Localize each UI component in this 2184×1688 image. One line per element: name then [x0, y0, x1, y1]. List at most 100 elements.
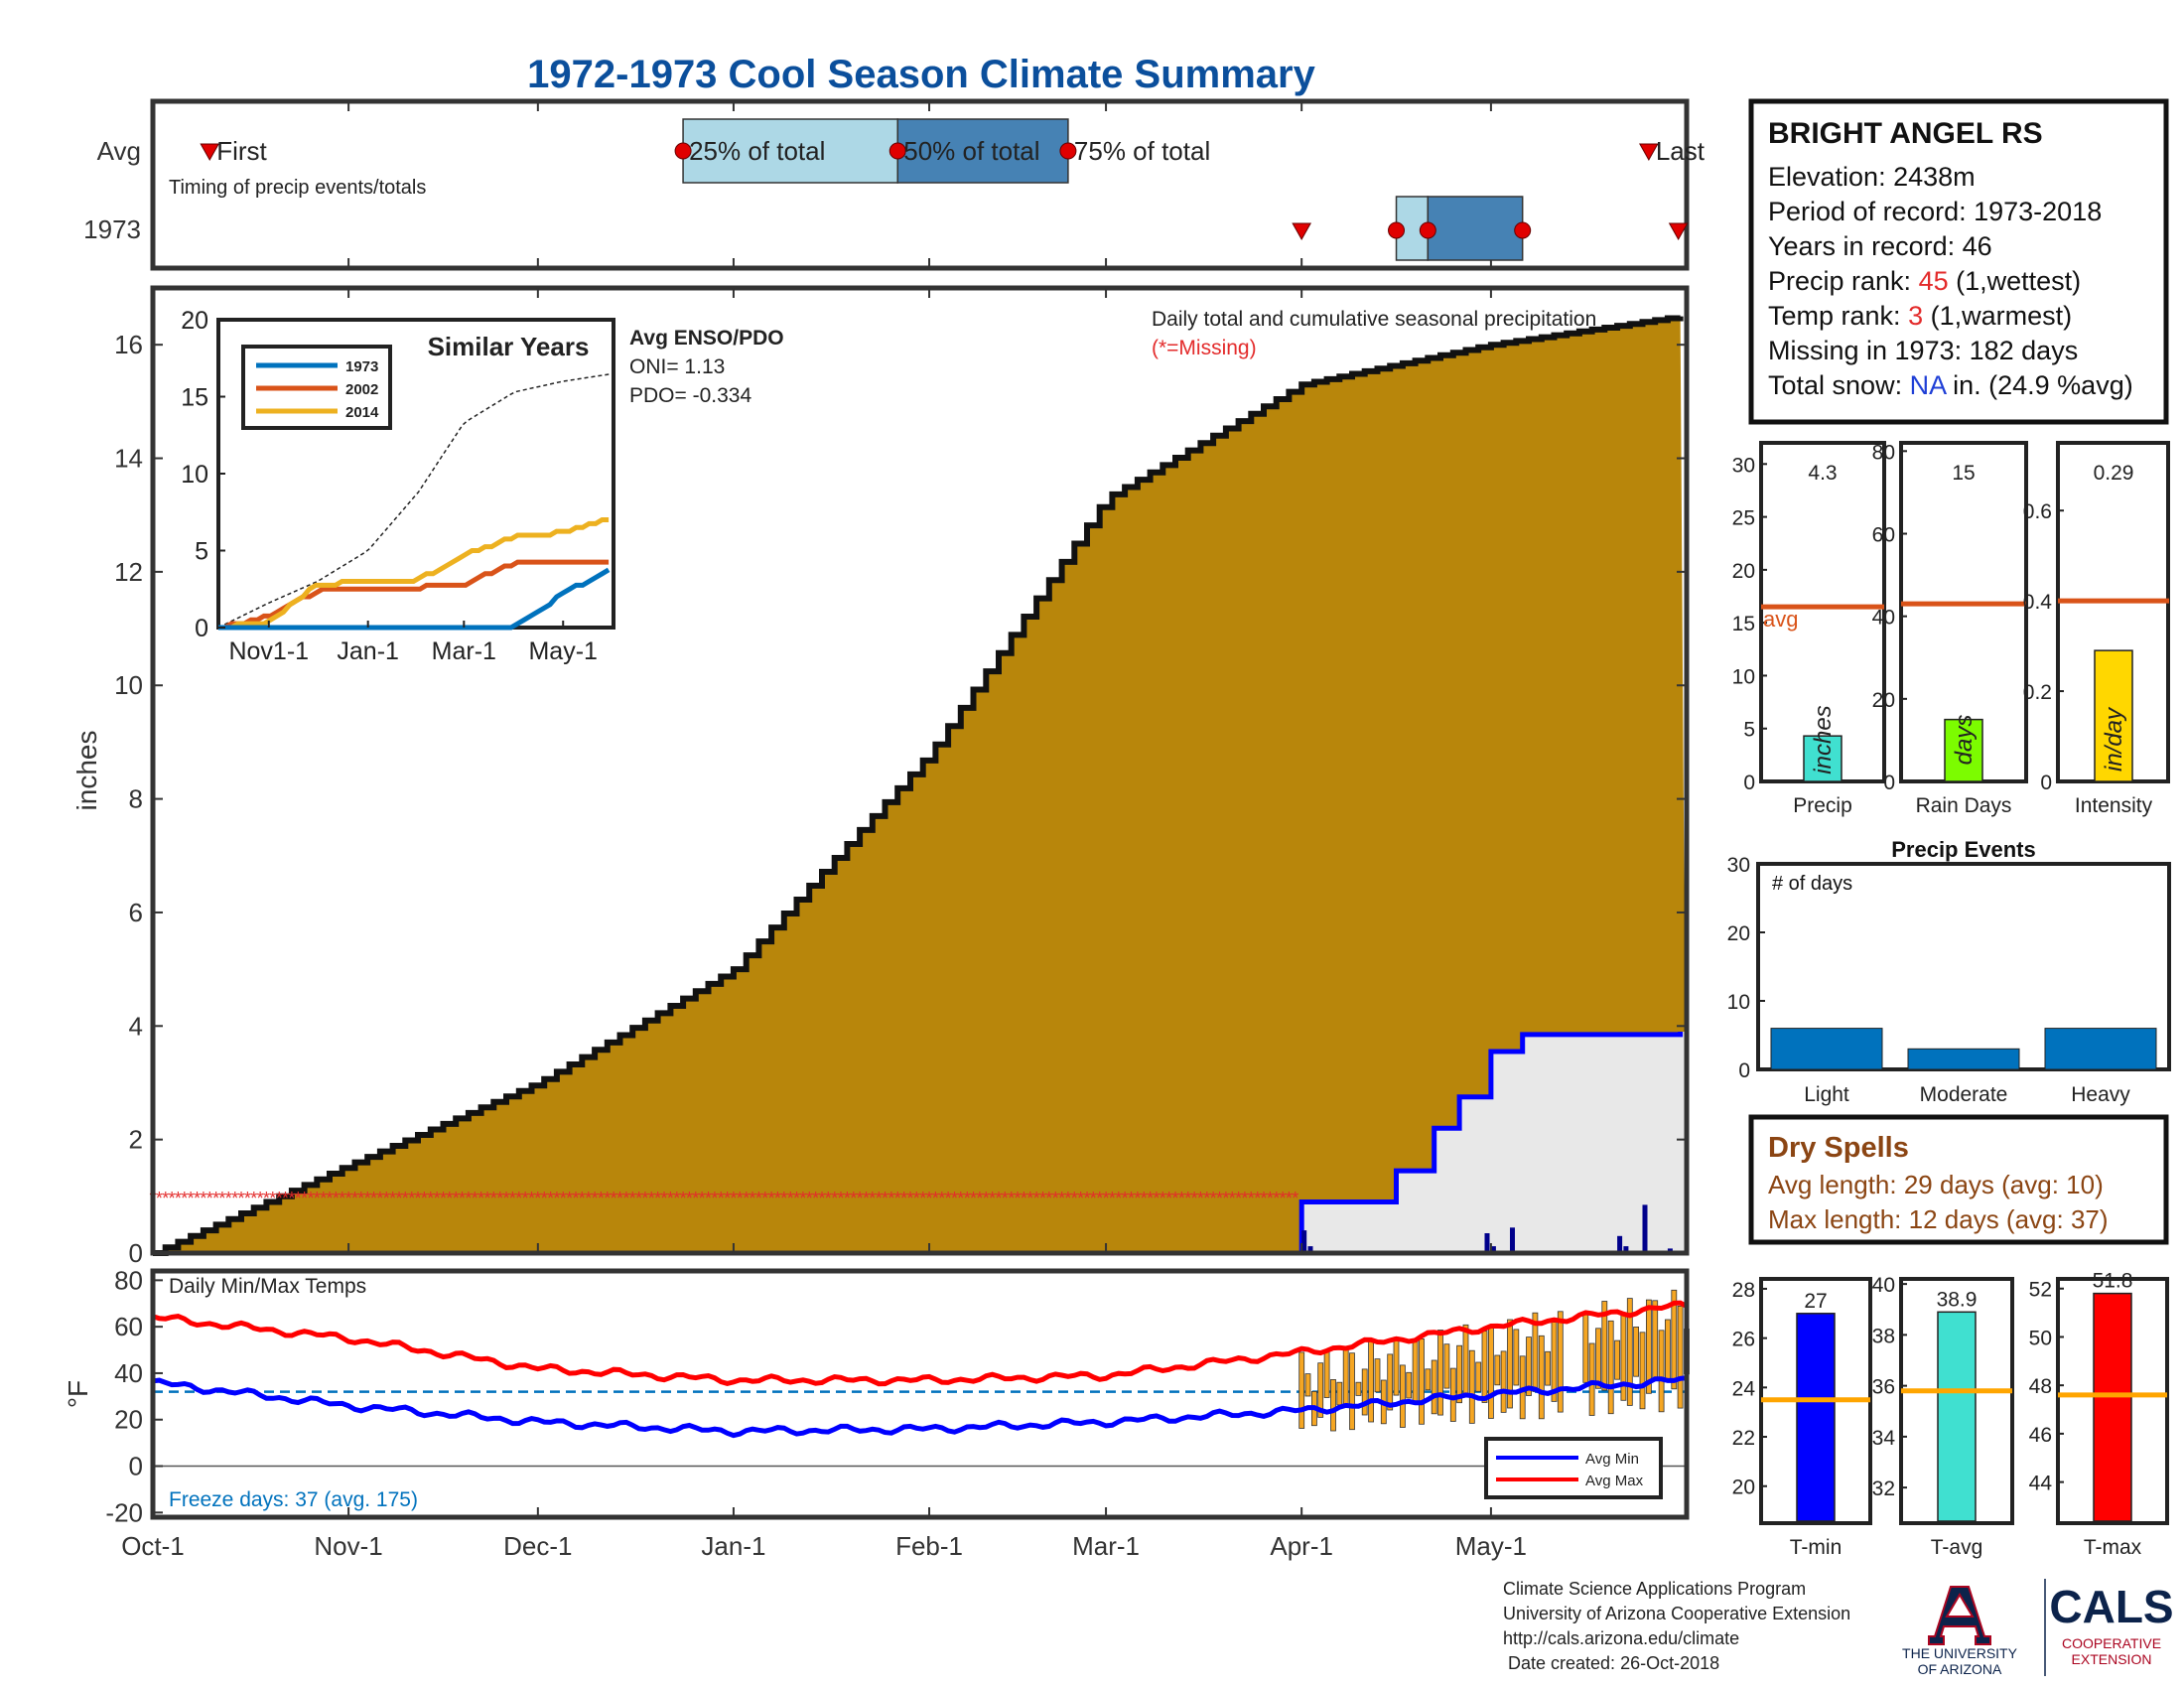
missing-day-marker: * [780, 1189, 787, 1208]
temp-stat-y-tick-label: 50 [2029, 1327, 2052, 1349]
daily-temp-bar [1425, 1368, 1432, 1391]
stat-unit-label: inches [1810, 705, 1837, 774]
avg-50-marker [888, 142, 906, 160]
university-logo: THE UNIVERSITY OF ARIZONA CALS COOPERATI… [1902, 1579, 2174, 1677]
missing-day-marker: * [257, 1189, 264, 1208]
inset-2002-line [218, 559, 610, 631]
inset-legend-2002: 2002 [345, 381, 378, 398]
daily-temp-bar [1507, 1319, 1513, 1409]
missing-day-markers: * * * * * * * * * * * * * * * * * * * * * * * * * * * * * * * * * * * * * * * *… [149, 1189, 1298, 1208]
missing-day-marker: * [964, 1189, 971, 1208]
temp-y-tick-label: 80 [114, 1265, 143, 1295]
date-x-axis: Oct-1 Nov-1 Dec-1 Jan-1 Feb-1 Mar-1 Apr-1 May-1 [121, 1507, 1527, 1561]
inset-x-tick-label: Mar-1 [432, 637, 496, 665]
missing-day-marker: * [357, 1189, 364, 1208]
missing-day-marker: * [894, 1189, 901, 1208]
missing-day-marker: * [1286, 1189, 1293, 1208]
date-x-tick-label: Oct-1 [121, 1531, 185, 1561]
date-x-tick-label: May-1 [1455, 1531, 1527, 1561]
missing-day-marker: * [818, 1189, 825, 1208]
daily-temp-bar [1626, 1298, 1633, 1406]
missing-day-marker: * [1292, 1189, 1298, 1208]
missing-day-marker: * [887, 1189, 894, 1208]
precip-y-label: inches [71, 731, 102, 811]
events-y-tick-label: 10 [1727, 991, 1750, 1014]
temp-stat-y-tick-label: 32 [1872, 1477, 1895, 1500]
timing-75-label: 75% of total [1074, 136, 1210, 166]
missing-day-marker: * [1191, 1189, 1198, 1208]
y1973-50-75-box [1427, 196, 1524, 261]
inset-title: Similar Years [428, 332, 590, 361]
temp-stat-y-tick-label: 44 [2029, 1473, 2053, 1495]
events-category-label: Heavy [2071, 1083, 2130, 1106]
temp-stat-bar [1796, 1313, 1836, 1522]
temp-y-tick-label: 60 [114, 1312, 143, 1341]
inset-axes: 0 5 10 15 20 Nov1-1 Jan-1 Mar-1 May-1 [181, 307, 598, 665]
missing-day-marker: * [427, 1189, 434, 1208]
dry-spells-frame [1748, 1114, 2169, 1245]
daily-temp-bar [1361, 1368, 1368, 1416]
precip-legend-title: Daily total and cumulative seasonal prec… [1152, 308, 1596, 331]
missing-day-marker: * [472, 1189, 478, 1208]
missing-day-marker: * [314, 1189, 321, 1208]
daily-temp-bar [1582, 1314, 1589, 1383]
stat-panel-frame [1759, 441, 1886, 783]
daily-temp-bar [1317, 1362, 1324, 1418]
precip-events-ylabel: # of days [1772, 873, 1852, 895]
precip-events-title: Precip Events [1891, 837, 2036, 862]
missing-day-marker: * [857, 1189, 864, 1208]
missing-day-marker: * [622, 1189, 629, 1208]
events-y-tick-label: 0 [1738, 1059, 1750, 1082]
stat-bar [2094, 649, 2133, 782]
missing-day-marker: * [301, 1189, 308, 1208]
missing-day-marker: * [1134, 1189, 1141, 1208]
precip-y-tick-label: 10 [114, 670, 143, 700]
missing-day-marker: * [1052, 1189, 1059, 1208]
date-x-tick-label: Apr-1 [1270, 1531, 1333, 1561]
inset-x-tick-label: Nov1-1 [228, 637, 309, 665]
temp-legend-box [1484, 1437, 1663, 1499]
chart-title: 1972-1973 Cool Season Climate Summary [527, 53, 1315, 96]
dry-spells-box: Dry Spells Avg length: 29 days (avg: 10)… [1748, 1114, 2169, 1245]
cals-sub-1: COOPERATIVE [2062, 1635, 2161, 1651]
inset-legend-2014: 2014 [345, 404, 379, 421]
freeze-days: Freeze days: 37 (avg. 175) [169, 1488, 418, 1511]
missing-day-marker: * [1248, 1189, 1255, 1208]
missing-day-marker: * [244, 1189, 251, 1208]
missing-day-marker: * [837, 1189, 844, 1208]
temp-stat-value-label: 38.9 [1937, 1288, 1978, 1311]
missing-day-marker: * [175, 1189, 182, 1208]
missing-day-marker: * [705, 1189, 712, 1208]
missing-day-marker: * [925, 1189, 932, 1208]
daily-temp-bar [1374, 1358, 1381, 1393]
inset-legend-1973: 1973 [345, 358, 378, 375]
stat-avg-label: avg [1763, 607, 1798, 632]
daily-temp-bar [1387, 1353, 1394, 1411]
block-a-logo [1928, 1586, 1991, 1645]
precip-y-tick-label: 2 [129, 1125, 143, 1155]
stat-name-label: Intensity [2075, 794, 2153, 817]
missing-day-marker: * [528, 1189, 535, 1208]
station-temp-rank: Temp rank: 3 (1,warmest) [1768, 301, 2072, 331]
temp-stat-y-tick-label: 20 [1732, 1477, 1755, 1499]
avg-last-marker [1638, 143, 1659, 162]
precip-y-tick-label: 8 [129, 784, 143, 814]
missing-day-marker: * [1280, 1189, 1287, 1208]
missing-day-marker: * [490, 1189, 497, 1208]
missing-day-marker: * [1141, 1189, 1148, 1208]
missing-day-marker: * [932, 1189, 939, 1208]
daily-temp-bar [1494, 1354, 1501, 1386]
daily-temp-bar [1557, 1311, 1564, 1413]
daily-precip-bar [1617, 1235, 1623, 1253]
missing-day-marker: * [465, 1189, 472, 1208]
station-precip-rank: Precip rank: 45 (1,wettest) [1768, 266, 2081, 296]
stat-y-tick-label: 80 [1872, 441, 1895, 464]
missing-day-marker: * [1254, 1189, 1261, 1208]
missing-day-marker: * [1033, 1189, 1040, 1208]
missing-day-marker: * [1203, 1189, 1210, 1208]
missing-day-marker: * [1197, 1189, 1204, 1208]
temp-title: Daily Min/Max Temps [169, 1275, 366, 1298]
observed-precip-line [1298, 1032, 1684, 1253]
missing-day-marker: * [389, 1189, 396, 1208]
temp-y-axis: -20 0 20 40 60 80 [105, 1265, 163, 1527]
